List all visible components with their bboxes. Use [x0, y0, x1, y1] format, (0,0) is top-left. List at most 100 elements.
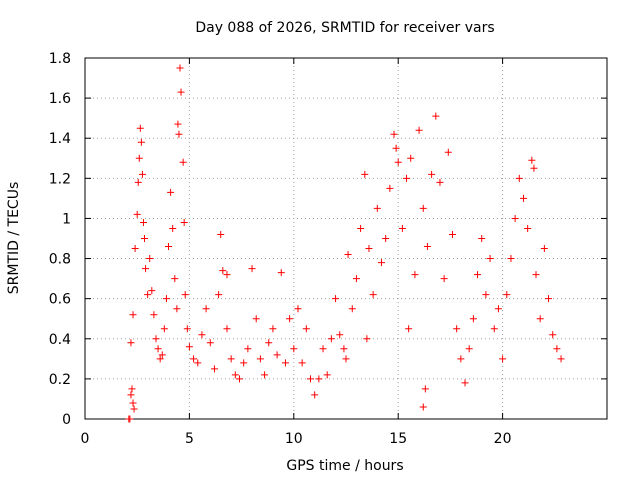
data-point	[181, 219, 188, 226]
data-point	[136, 155, 143, 162]
data-point	[134, 211, 141, 218]
data-point	[399, 225, 406, 232]
data-point	[541, 245, 548, 252]
data-point	[332, 295, 339, 302]
y-tick-label: 0	[62, 412, 71, 428]
data-point	[420, 205, 427, 212]
data-point	[395, 159, 402, 166]
data-point	[499, 355, 506, 362]
data-point	[353, 275, 360, 282]
data-point	[182, 291, 189, 298]
data-point	[144, 291, 151, 298]
data-point	[299, 359, 306, 366]
data-point	[478, 235, 485, 242]
data-point	[232, 371, 239, 378]
data-point	[175, 131, 182, 138]
data-point	[345, 251, 352, 258]
data-point	[155, 345, 162, 352]
data-point	[428, 171, 435, 178]
data-point	[553, 345, 560, 352]
data-point	[190, 355, 197, 362]
data-point	[405, 325, 412, 332]
y-tick-label: 0.6	[49, 292, 71, 308]
x-tick-label: 20	[494, 431, 512, 447]
data-point	[361, 171, 368, 178]
data-point	[403, 175, 410, 182]
data-point	[462, 379, 469, 386]
data-point	[294, 305, 301, 312]
data-point	[520, 195, 527, 202]
data-point	[171, 275, 178, 282]
data-point	[236, 375, 243, 382]
data-point	[274, 351, 281, 358]
data-point	[320, 345, 327, 352]
y-tick-label: 1.6	[49, 91, 71, 107]
data-point	[148, 287, 155, 294]
data-point	[457, 355, 464, 362]
data-point	[130, 399, 137, 406]
data-point	[127, 339, 134, 346]
data-point	[211, 365, 218, 372]
data-point	[180, 159, 187, 166]
data-point	[363, 335, 370, 342]
data-point	[217, 231, 224, 238]
data-point	[453, 325, 460, 332]
data-point	[152, 335, 159, 342]
y-tick-label: 0.4	[49, 332, 71, 348]
data-point	[549, 331, 556, 338]
chart-title: Day 088 of 2026, SRMTID for receiver var…	[195, 20, 494, 36]
srmtid-scatter-chart: Day 088 of 2026, SRMTID for receiver var…	[0, 0, 640, 480]
data-point	[207, 339, 214, 346]
data-point	[203, 305, 210, 312]
data-point	[257, 355, 264, 362]
data-point	[141, 235, 148, 242]
data-point	[491, 325, 498, 332]
data-point	[336, 331, 343, 338]
data-point	[223, 271, 230, 278]
data-point	[139, 171, 146, 178]
data-point	[286, 315, 293, 322]
x-tick-label: 10	[285, 431, 303, 447]
data-point	[138, 139, 145, 146]
data-point	[420, 403, 427, 410]
data-point	[186, 343, 193, 350]
data-point	[466, 345, 473, 352]
data-point	[128, 385, 135, 392]
data-point	[240, 359, 247, 366]
data-point	[470, 315, 477, 322]
data-point	[131, 405, 138, 412]
data-point	[177, 65, 184, 72]
data-point	[219, 267, 226, 274]
data-point	[126, 416, 133, 423]
data-point	[533, 271, 540, 278]
data-point	[173, 305, 180, 312]
x-tick-label: 5	[185, 431, 194, 447]
data-point	[378, 259, 385, 266]
data-point	[370, 291, 377, 298]
data-point	[411, 271, 418, 278]
data-point	[537, 315, 544, 322]
data-point	[178, 89, 185, 96]
data-point	[416, 127, 423, 134]
data-point	[328, 335, 335, 342]
data-point	[357, 225, 364, 232]
data-point	[253, 315, 260, 322]
data-point	[198, 331, 205, 338]
data-point	[137, 125, 144, 132]
data-point	[382, 235, 389, 242]
data-point	[303, 325, 310, 332]
data-point	[228, 355, 235, 362]
x-tick-label: 0	[81, 431, 90, 447]
data-point	[503, 291, 510, 298]
data-point	[244, 345, 251, 352]
y-tick-label: 0.8	[49, 252, 71, 268]
data-point	[169, 225, 176, 232]
data-point	[391, 131, 398, 138]
data-point	[474, 271, 481, 278]
data-point	[150, 311, 157, 318]
y-axis-label: SRMTID / TECUs	[6, 182, 22, 295]
data-point	[530, 165, 537, 172]
y-tick-label: 1.4	[49, 131, 71, 147]
data-point	[135, 179, 142, 186]
data-point	[324, 371, 331, 378]
